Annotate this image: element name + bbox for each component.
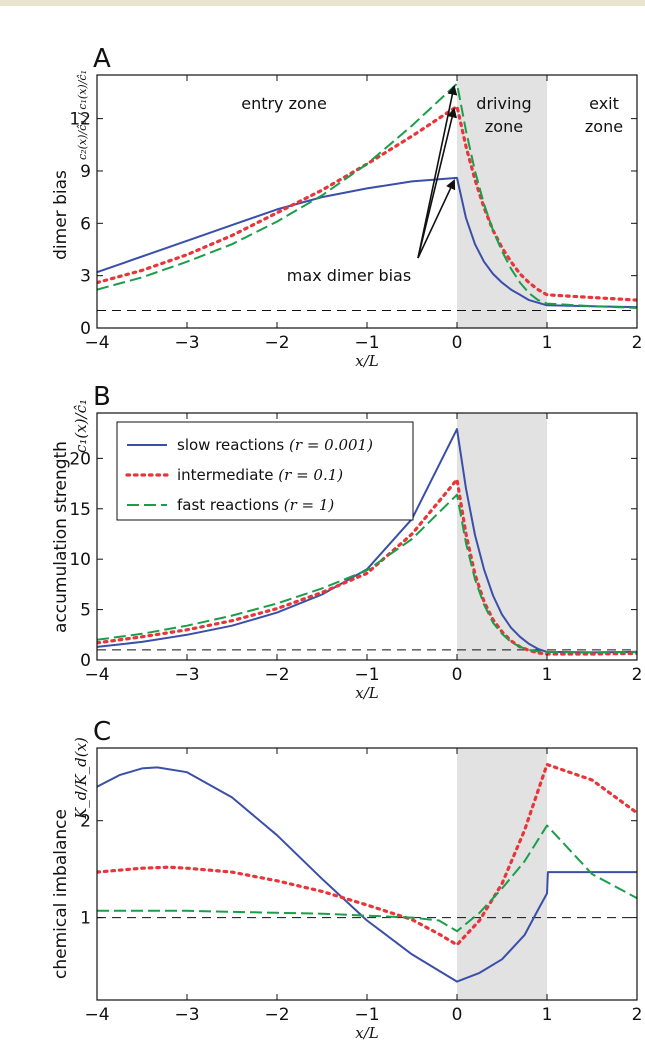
x-tick-label: 0 xyxy=(452,1005,463,1025)
plot-frame xyxy=(96,74,638,329)
y-tick-label: 2 xyxy=(80,812,91,832)
y-axis-label: chemical imbalance xyxy=(51,809,71,979)
x-axis-label: x/L xyxy=(355,684,379,702)
x-axis-label: x/L xyxy=(355,1024,379,1042)
y-axis-label: dimer bias xyxy=(51,170,71,260)
x-tick-label: −1 xyxy=(354,333,379,353)
y-tick-label: 9 xyxy=(80,162,91,182)
series-group xyxy=(97,428,637,656)
x-tick-label: 0 xyxy=(452,333,463,353)
y-tick-label: 0 xyxy=(80,651,91,671)
y-tick-label: 12 xyxy=(69,110,91,130)
series-line-intermediate xyxy=(97,104,637,302)
x-tick-label: 2 xyxy=(632,333,643,353)
panel-letter: C xyxy=(93,717,111,747)
series-line-fast xyxy=(97,82,637,309)
x-tick-label: −2 xyxy=(264,333,289,353)
x-tick-label: −3 xyxy=(174,1005,199,1025)
y-tick-label: 3 xyxy=(80,267,91,287)
x-tick-label: −4 xyxy=(84,1005,109,1025)
legend-param-intermediate: (r = 0.1) xyxy=(278,466,343,484)
exit-zone-label-line2: zone xyxy=(585,117,623,136)
y-tick-label: 1 xyxy=(80,909,91,929)
series-line-fast xyxy=(97,824,637,933)
y-tick-label: 6 xyxy=(80,214,91,234)
x-tick-label: 2 xyxy=(632,665,643,685)
x-tick-label: −1 xyxy=(354,665,379,685)
y-axis-label: accumulation strength xyxy=(51,441,71,633)
legend-param-fast: (r = 1) xyxy=(284,496,335,514)
x-tick-label: 2 xyxy=(632,1005,643,1025)
series-line-slow xyxy=(97,428,637,654)
y-axis-math-label: c₂(x)/ĉ₂ / c₁(x)/ĉ₁ xyxy=(76,70,89,160)
y-axis-math-label: c₁(x)/ĉ₁ xyxy=(72,399,90,453)
top-color-bar xyxy=(0,0,645,6)
x-tick-label: −1 xyxy=(354,1005,379,1025)
entry-zone-label: entry zone xyxy=(241,94,327,113)
series-line-intermediate xyxy=(97,762,637,947)
series-line-slow xyxy=(97,176,637,309)
y-tick-label: 10 xyxy=(69,550,91,570)
x-tick-label: −2 xyxy=(264,1005,289,1025)
x-tick-label: −3 xyxy=(174,665,199,685)
series-group xyxy=(97,82,637,309)
legend-param-slow: (r = 0.001) xyxy=(289,436,373,454)
legend-label-slow: slow reactions (r = 0.001) xyxy=(177,436,373,454)
plot-frame xyxy=(96,747,638,1001)
y-tick-label: 5 xyxy=(80,601,91,621)
x-tick-label: 1 xyxy=(542,665,553,685)
legend-box xyxy=(116,421,414,521)
x-tick-label: 1 xyxy=(542,1005,553,1025)
series-line-intermediate xyxy=(97,477,637,656)
panel-letter: A xyxy=(93,44,111,74)
max-dimer-bias-annotation: max dimer bias xyxy=(287,266,411,285)
legend-label-intermediate: intermediate (r = 0.1) xyxy=(177,466,343,484)
x-tick-label: 0 xyxy=(452,665,463,685)
series-line-fast xyxy=(97,493,637,654)
x-tick-label: −4 xyxy=(84,333,109,353)
panel-letter: B xyxy=(93,382,111,412)
exit-zone-label-line1: exit xyxy=(589,94,619,113)
annotation-arrow xyxy=(417,84,458,259)
legend-label-fast: fast reactions (r = 1) xyxy=(177,496,334,514)
y-tick-label: 15 xyxy=(69,500,91,520)
x-axis-label: x/L xyxy=(355,352,379,370)
y-tick-label: 20 xyxy=(69,449,91,469)
series-line-slow xyxy=(97,766,637,983)
series-group xyxy=(97,762,637,983)
legend: slow reactions (r = 0.001) intermediate (… xyxy=(116,421,414,521)
driving-zone-label-line1: driving xyxy=(476,94,531,113)
annotation-arrow xyxy=(417,179,456,259)
driving-zone-label-line2: zone xyxy=(485,117,523,136)
driving-zone-shade xyxy=(457,413,547,660)
x-tick-label: −4 xyxy=(84,665,109,685)
x-tick-label: 1 xyxy=(542,333,553,353)
x-tick-label: −3 xyxy=(174,333,199,353)
driving-zone-shade xyxy=(457,748,547,1000)
y-axis-math-label: K_d/K_d(x) xyxy=(72,737,90,820)
x-tick-label: −2 xyxy=(264,665,289,685)
y-tick-label: 0 xyxy=(80,319,91,339)
